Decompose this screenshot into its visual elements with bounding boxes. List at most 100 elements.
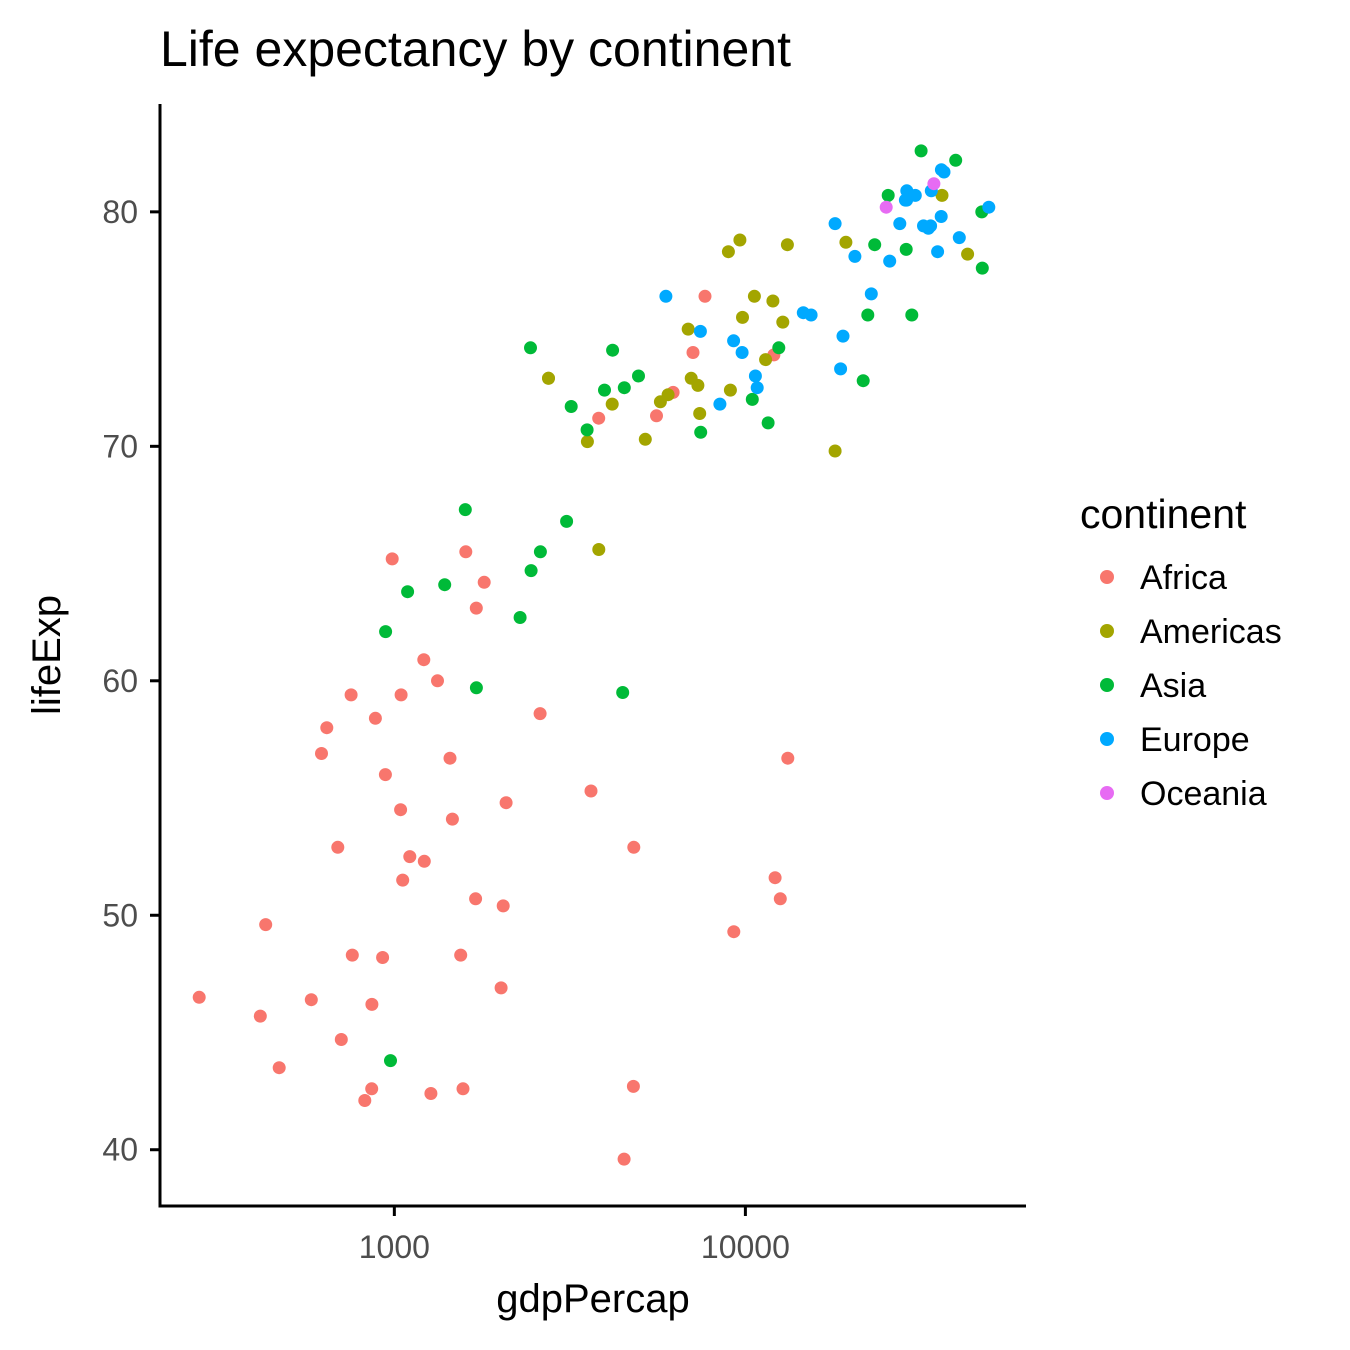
data-point-africa [378,768,392,782]
data-point-asia [438,578,452,592]
data-point-asia [914,144,928,158]
data-point-asia [379,625,393,639]
data-point-africa [259,918,273,932]
x-tick-label: 10000 [701,1229,790,1265]
data-point-asia [564,400,578,413]
data-point-asia [560,514,574,528]
y-tick-label: 80 [102,194,138,230]
data-point-asia [401,585,415,599]
data-point-asia [384,1054,397,1068]
data-point-africa [331,840,345,854]
data-point-africa [727,925,741,939]
x-tick-label: 1000 [359,1229,430,1265]
data-point-asia [606,343,620,357]
data-point-asia [524,564,538,578]
legend-label-americas: Americas [1140,613,1282,651]
data-point-asia [694,425,708,439]
data-point-americas [638,432,652,446]
data-point-africa [445,812,459,826]
data-point-europe [934,210,948,223]
data-point-africa [385,552,399,566]
data-point-africa [768,871,782,885]
data-point-asia [772,341,786,355]
legend-label-africa: Africa [1140,559,1227,597]
data-point-americas [691,378,705,392]
data-point-europe [952,231,966,245]
legend-key-oceania [1100,786,1114,800]
data-point-africa [403,850,417,864]
data-point-asia [469,681,483,695]
legend-title: continent [1080,491,1247,537]
legend-label-europe: Europe [1140,721,1250,759]
y-axis-ticks: 40 50 60 70 80 [102,194,160,1168]
data-point-africa [781,751,795,765]
data-point-europe [893,217,907,231]
data-point-africa [272,1061,286,1075]
data-point-africa [459,545,473,559]
data-point-africa [315,747,328,760]
data-point-africa [320,721,334,735]
legend-key-asia [1100,678,1114,692]
data-point-asia [949,153,963,167]
data-point-europe [748,369,762,383]
data-point-asia [632,369,645,383]
legend-key-africa [1100,570,1114,584]
data-point-europe [659,289,673,303]
data-point-asia [975,261,989,275]
data-point-asia [617,381,631,395]
data-point-europe [727,334,741,348]
data-point-europe [713,397,727,411]
data-point-europe [750,381,764,395]
legend-label-oceania: Oceania [1140,775,1267,813]
data-point-africa [334,1033,348,1046]
data-point-americas [653,395,667,409]
data-point-americas [721,245,735,259]
x-axis-ticks: 1000 10000 [359,1206,790,1265]
data-point-europe [848,249,862,263]
plot-points [192,144,996,1166]
data-point-europe [982,200,996,214]
y-tick-label: 70 [102,428,138,464]
data-point-africa [469,892,483,906]
data-point-africa [344,688,358,702]
data-point-asia [745,392,759,406]
data-point-africa [626,1079,640,1093]
data-point-oceania [927,177,941,191]
data-point-asia [905,308,919,322]
data-point-americas [736,310,749,324]
data-point-americas [839,235,853,249]
data-point-europe [864,287,878,301]
data-point-asia [533,545,547,559]
data-point-europe [804,308,818,322]
data-point-asia [598,383,611,397]
data-point-europe [836,329,850,343]
data-point-americas [828,444,842,458]
y-tick-label: 40 [102,1132,138,1168]
data-point-africa [424,1087,438,1100]
data-point-asia [868,238,882,252]
chart-title: Life expectancy by continent [160,21,791,77]
data-point-europe [900,184,914,198]
data-point-europe [883,254,897,268]
data-point-americas [580,435,594,449]
data-point-asia [458,503,472,517]
data-point-africa [376,951,390,964]
data-point-americas [605,397,619,411]
y-tick-label: 60 [102,663,138,699]
data-point-africa [617,1152,631,1166]
data-point-africa [627,840,641,854]
y-tick-label: 50 [102,897,138,933]
data-point-africa [650,409,663,423]
data-point-africa [456,1082,470,1096]
data-point-europe [900,193,914,207]
data-point-africa [365,1082,379,1096]
data-point-americas [681,322,695,336]
data-point-asia [861,308,875,322]
data-point-asia [616,686,630,699]
data-point-africa [431,674,444,688]
data-point-americas [723,383,737,397]
data-point-africa [365,997,379,1011]
data-point-europe [693,324,707,338]
data-point-americas [693,407,707,420]
